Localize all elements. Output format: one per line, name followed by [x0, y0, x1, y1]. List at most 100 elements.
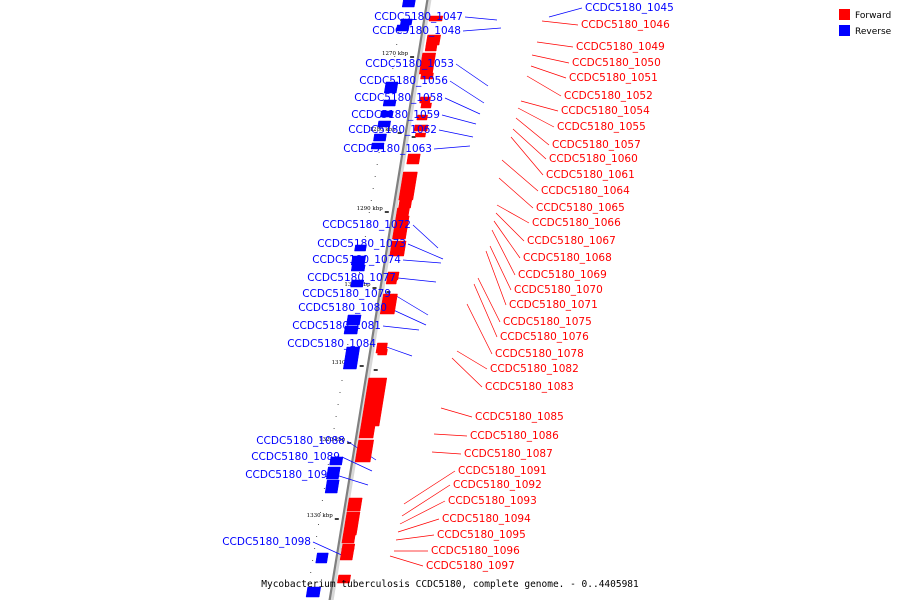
forward-gene-leader [433, 433, 468, 437]
backbone-dot [320, 512, 321, 513]
forward-gene-leader [498, 177, 534, 209]
forward-gene-leader [517, 107, 555, 128]
forward-gene-leader [526, 75, 562, 97]
reverse-gene-leader [312, 541, 347, 558]
reverse-gene-leader [402, 259, 442, 264]
backbone-dot [372, 188, 374, 189]
forward-gene-leader [401, 484, 451, 517]
forward-gene-label: CCDC5180_1046 [581, 19, 670, 31]
reverse-gene-block [373, 133, 387, 142]
forward-gene-block [341, 534, 356, 544]
reverse-gene-leader [548, 7, 583, 18]
forward-gene-label: CCDC5180_1060 [549, 153, 638, 165]
forward-gene-block [428, 15, 444, 22]
forward-gene-leader [515, 117, 550, 146]
backbone-dot [392, 68, 394, 69]
forward-gene-leader [466, 303, 493, 355]
forward-gene-label: CCDC5180_1078 [495, 348, 584, 360]
genome-backbone-shadow [329, 0, 432, 600]
scale-tick-label: 1290 kbp [357, 206, 384, 212]
gene-features [305, 0, 444, 598]
forward-gene-block [385, 279, 398, 285]
forward-gene-label: CCDC5180_1082 [490, 363, 579, 375]
reverse-gene-label: CCDC5180_1090 [245, 469, 334, 481]
gene-labels: CCDC5180_1045 CCDC5180_1047 CCDC5180_1048 C… [222, 2, 674, 572]
forward-gene-block [386, 271, 400, 281]
scale-tick-label: 1320 kbp [319, 437, 346, 443]
forward-gene-block [414, 132, 426, 138]
reverse-gene-block [343, 325, 359, 335]
reverse-gene-leader [407, 243, 444, 260]
reverse-gene-label: CCDC5180_1072 [322, 219, 411, 231]
genome-caption: Mycobacterium tuberculosis CCDC5180, com… [261, 579, 639, 590]
forward-gene-leader [431, 451, 462, 455]
forward-gene-block [346, 497, 363, 512]
forward-gene-block [424, 44, 438, 52]
forward-gene-label: CCDC5180_1091 [458, 465, 547, 477]
forward-gene-label: CCDC5180_1064 [541, 185, 630, 197]
reverse-gene-label: CCDC5180_1088 [256, 435, 345, 447]
backbone-layer [328, 0, 432, 600]
reverse-gene-leader [392, 293, 429, 316]
reverse-gene-block [324, 479, 340, 494]
backbone-dot [382, 128, 384, 129]
backbone-dot [378, 152, 380, 153]
forward-gene-block [395, 207, 410, 217]
reverse-gene-leader [438, 129, 474, 138]
reverse-gene-leader [444, 97, 481, 115]
backbone-dot [314, 548, 316, 549]
scale-tick-label: 1280 kbp [370, 127, 397, 133]
reverse-gene-leader [455, 63, 489, 87]
backbone-dot [316, 536, 318, 537]
reverse-gene-block [382, 99, 397, 107]
backbone-dot [366, 224, 368, 225]
forward-gene-block [342, 527, 358, 536]
forward-gene-label: CCDC5180_1096 [431, 545, 520, 557]
reverse-gene-leader [341, 456, 373, 472]
forward-gene-leader [456, 350, 488, 370]
reverse-gene-leader [433, 145, 471, 150]
reverse-gene-block [354, 244, 367, 252]
backbone-dots [306, 20, 402, 597]
forward-gene-label: CCDC5180_1071 [509, 299, 598, 311]
backbone-dot [331, 440, 333, 441]
reverse-gene-label: CCDC5180_1080 [298, 302, 387, 314]
forward-gene-block [416, 114, 428, 121]
forward-gene-label: CCDC5180_1070 [514, 284, 603, 296]
legend-reverse-label: Reverse [855, 27, 892, 37]
forward-gene-label: CCDC5180_1049 [576, 41, 665, 53]
reverse-gene-block [305, 586, 321, 598]
forward-gene-leader [473, 283, 498, 338]
backbone-dot [396, 44, 398, 45]
reverse-gene-block [350, 279, 365, 288]
forward-gene-label: CCDC5180_1051 [569, 72, 658, 84]
reverse-gene-leader [412, 224, 439, 249]
forward-gene-leader [493, 220, 521, 259]
reverse-gene-block [315, 552, 329, 564]
backbone-dot [339, 392, 341, 393]
reverse-gene-block [329, 456, 344, 466]
forward-gene-label: CCDC5180_1069 [518, 269, 607, 281]
forward-gene-block [377, 348, 388, 356]
reverse-gene-block [401, 0, 416, 8]
backbone-dot [310, 572, 312, 573]
forward-gene-label: CCDC5180_1055 [557, 121, 646, 133]
scale-tick-label: 1270 kbp [382, 51, 409, 57]
reverse-gene-label: CCDC5180_1073 [317, 238, 406, 250]
forward-gene-label: CCDC5180_1083 [485, 381, 574, 393]
forward-gene-block [337, 574, 351, 584]
forward-gene-label: CCDC5180_1095 [437, 529, 526, 541]
reverse-gene-label: CCDC5180_1074 [312, 254, 401, 266]
forward-gene-leader [451, 357, 483, 388]
backbone-dot [333, 428, 335, 429]
forward-gene-block [406, 153, 421, 165]
backbone-dot [335, 416, 337, 417]
forward-gene-block [345, 511, 361, 522]
forward-gene-leader [485, 250, 507, 306]
reverse-gene-label: CCDC5180_1048 [372, 25, 461, 37]
reverse-gene-leader [441, 114, 477, 125]
forward-gene-block [358, 425, 376, 439]
forward-gene-leader [496, 204, 530, 224]
forward-gene-leader [536, 41, 574, 48]
